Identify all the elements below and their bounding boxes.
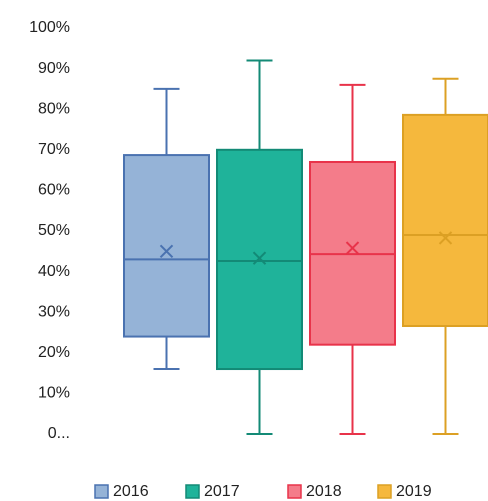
mean-stroke <box>345 241 360 255</box>
y-tick-label: 70% <box>38 141 70 158</box>
box <box>123 154 210 338</box>
y-tick-label: 60% <box>38 182 70 199</box>
legend-swatch <box>377 484 392 499</box>
y-tick-label: 90% <box>38 60 70 77</box>
y-tick-label: 20% <box>38 344 70 361</box>
y-tick-label: 100% <box>29 19 70 36</box>
mean-stroke <box>438 231 453 245</box>
legend-label: 2019 <box>396 483 432 500</box>
legend-label: 2017 <box>204 483 240 500</box>
mean-stroke <box>252 251 267 265</box>
mean-stroke <box>159 244 174 259</box>
mean-marker <box>159 244 174 259</box>
legend-swatch <box>287 484 302 499</box>
mean-marker <box>438 231 453 245</box>
legend-swatch <box>185 484 200 499</box>
y-tick-label: 10% <box>38 385 70 402</box>
legend-label: 2018 <box>306 483 342 500</box>
mean-marker <box>252 251 267 265</box>
y-tick-label: 80% <box>38 100 70 117</box>
y-tick-label: 30% <box>38 303 70 320</box>
legend-label: 2016 <box>113 483 149 500</box>
legend-swatch <box>94 484 109 499</box>
mean-marker <box>345 241 360 255</box>
box <box>402 113 488 328</box>
y-tick-label: 50% <box>38 222 70 239</box>
y-tick-label: 40% <box>38 263 70 280</box>
y-tick-label: 0... <box>48 425 70 442</box>
